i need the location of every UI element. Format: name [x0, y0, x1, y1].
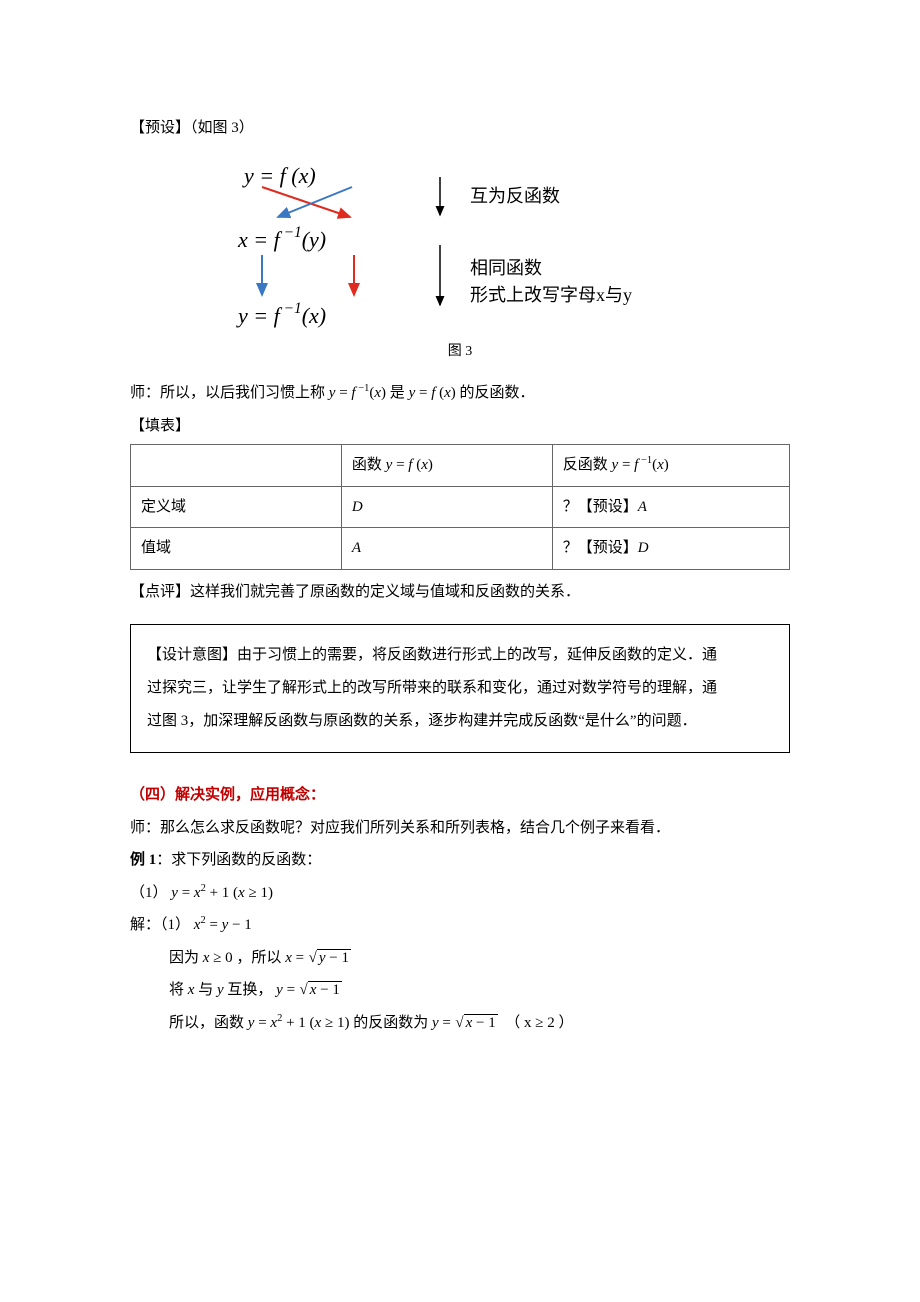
solution-label: 解：（1）	[130, 917, 190, 933]
text: 将	[169, 982, 188, 998]
item-label: （1）	[130, 885, 168, 901]
solution-step-3: 将 x 与 y 互换， y = x − 1	[130, 976, 790, 1005]
text: 是	[390, 385, 409, 401]
table-row: 函数 y = f (x) 反函数 y = f −1(x)	[131, 445, 790, 487]
text: （ x ≥ 2 ）	[505, 1015, 573, 1031]
text: 与	[194, 982, 217, 998]
commentary-line: 【点评】这样我们就完善了原函数的定义域与值域和反函数的关系．	[130, 578, 790, 607]
table-cell: 值域	[131, 528, 342, 570]
example-item-1: （1） y = x2 + 1 (x ≥ 1)	[130, 879, 790, 908]
table-cell: ？【预设】D	[552, 528, 789, 570]
domain-range-table: 函数 y = f (x) 反函数 y = f −1(x) 定义域 D ？【预设】…	[130, 444, 790, 570]
teacher-line-2: 师：那么怎么求反函数呢？对应我们所列关系和所列表格，结合几个例子来看看．	[130, 814, 790, 843]
text: 所以，函数	[169, 1015, 248, 1031]
design-box-line: 过探究三，让学生了解形式上的改写所带来的联系和变化，通过对数学符号的理解，通	[147, 672, 773, 705]
example-label: 例 1	[130, 852, 156, 868]
text: 互换，	[224, 982, 273, 998]
design-intent-box: 【设计意图】由于习惯上的需要，将反函数进行形式上的改写，延伸反函数的定义．通 过…	[130, 624, 790, 753]
table-cell: ？【预设】A	[552, 486, 789, 528]
table-cell: 定义域	[131, 486, 342, 528]
fill-table-heading: 【填表】	[130, 412, 790, 441]
table-row: 值域 A ？【预设】D	[131, 528, 790, 570]
figure-caption: 图 3	[130, 339, 790, 366]
text: 的反函数为	[353, 1015, 432, 1031]
text: 的反函数．	[460, 385, 535, 401]
example-1-heading: 例 1：求下列函数的反函数：	[130, 846, 790, 875]
diagram-figure-3: y = f (x) x = f −1(y) y = f −1(x)	[200, 153, 720, 333]
diagram-label-lower-1: 相同函数	[470, 255, 632, 282]
table-cell: A	[341, 528, 552, 570]
table-cell	[131, 445, 342, 487]
text: 师：所以，以后我们习惯上称	[130, 385, 329, 401]
diagram-label-upper: 互为反函数	[470, 183, 560, 210]
table-header-inverse: 反函数 y = f −1(x)	[552, 445, 789, 487]
section-4-heading: （四）解决实例，应用概念：	[130, 781, 790, 810]
diagram-arrows	[200, 153, 460, 333]
text: ，所以	[236, 950, 285, 966]
teacher-line-1: 师：所以，以后我们习惯上称 y = f −1(x) 是 y = f (x) 的反…	[130, 379, 790, 408]
design-box-line: 【设计意图】由于习惯上的需要，将反函数进行形式上的改写，延伸反函数的定义．通	[147, 639, 773, 672]
preset-heading: 【预设】（如图 3）	[130, 114, 790, 143]
design-box-line: 过图 3，加深理解反函数与原函数的关系，逐步构建并完成反函数“是什么”的问题．	[147, 705, 773, 738]
diagram-label-lower-2: 形式上改写字母x与y	[470, 282, 632, 309]
table-cell: D	[341, 486, 552, 528]
solution-step-1: 解：（1） x2 = y − 1	[130, 911, 790, 940]
table-header-func: 函数 y = f (x)	[341, 445, 552, 487]
text: 因为	[169, 950, 203, 966]
solution-step-2: 因为 x ≥ 0 ，所以 x = y − 1	[130, 944, 790, 973]
document-page: 【预设】（如图 3） y = f (x) x = f −1(y) y = f −…	[0, 0, 920, 1302]
solution-step-4: 所以，函数 y = x2 + 1 (x ≥ 1) 的反函数为 y = x − 1…	[130, 1009, 790, 1038]
example-text: ：求下列函数的反函数：	[156, 852, 321, 868]
table-row: 定义域 D ？【预设】A	[131, 486, 790, 528]
